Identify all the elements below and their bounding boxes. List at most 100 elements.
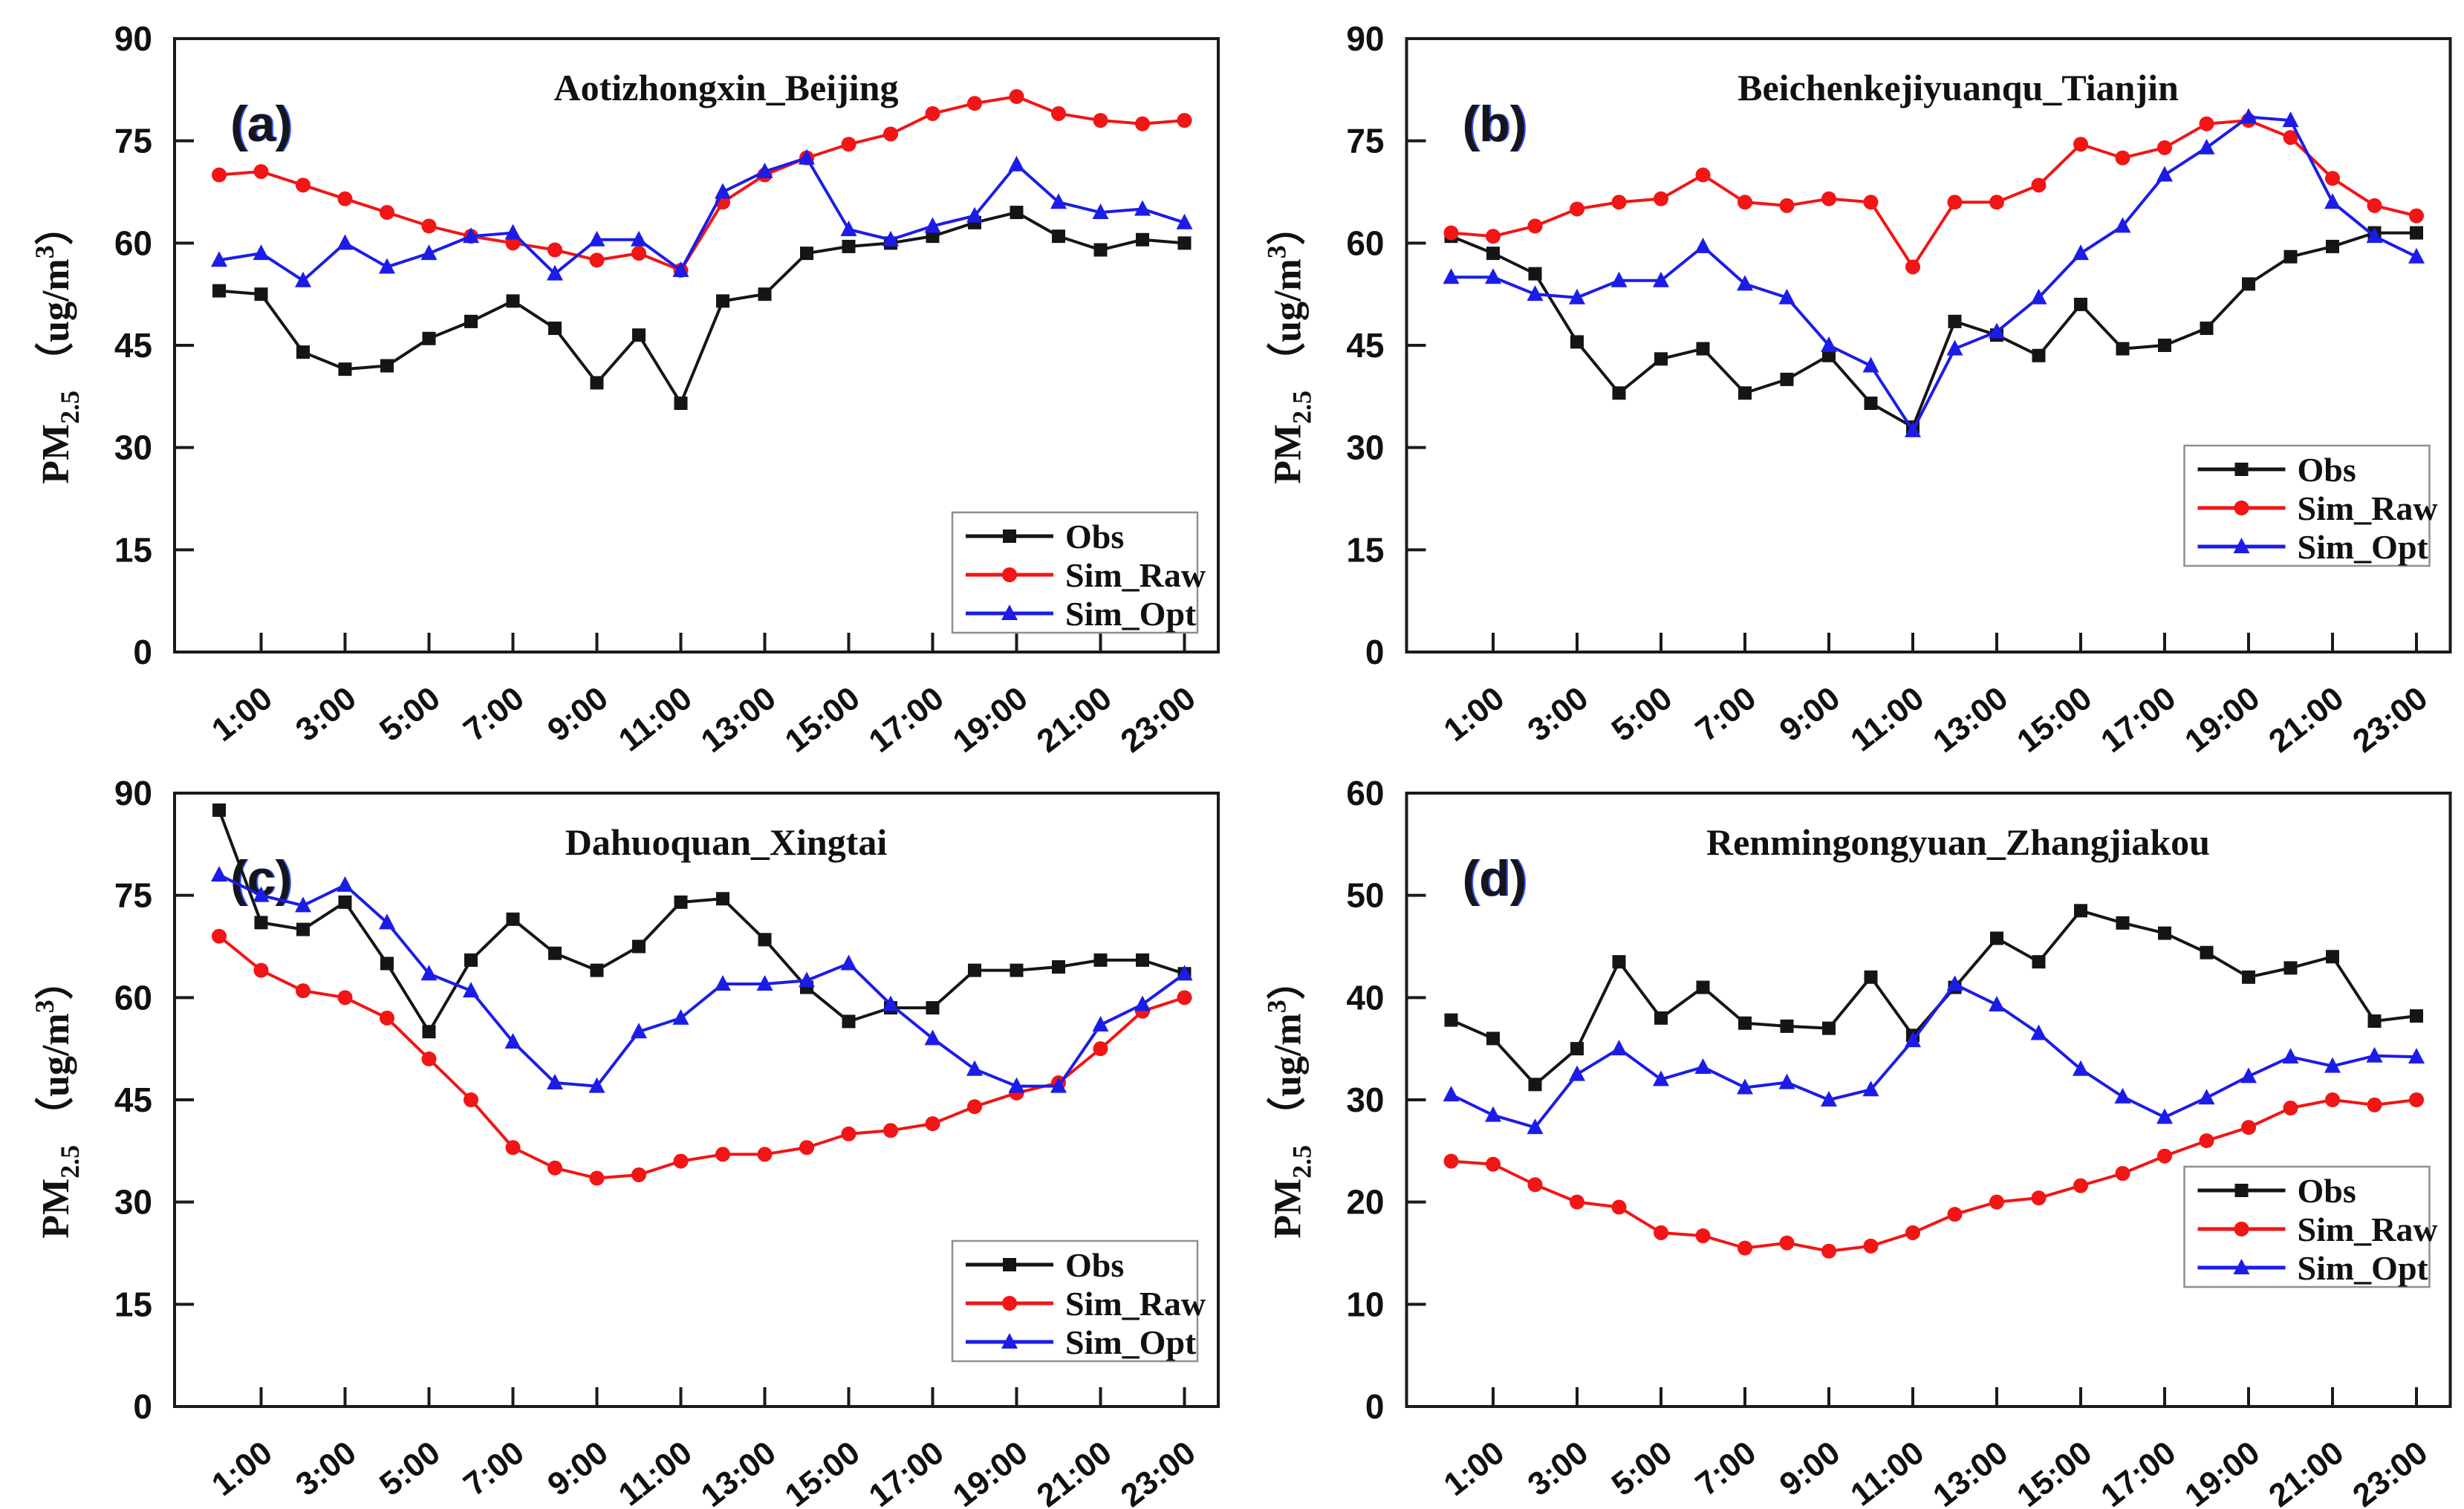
sim_raw-marker (1177, 990, 1192, 1006)
obs-line (218, 809, 1186, 1034)
legend-obs-marker (2234, 463, 2249, 476)
x-tick-label: 17:00 (862, 679, 951, 754)
obs-marker (1864, 970, 1878, 984)
sim_raw-marker (841, 137, 856, 152)
sim_raw-marker (2283, 1101, 2298, 1116)
obs-marker (2200, 945, 2214, 959)
panel-title: Dahuoquan_Xingtai (565, 821, 888, 863)
sim_opt-marker (1946, 975, 1963, 991)
sim_opt-marker (1134, 200, 1151, 216)
obs-marker (632, 328, 646, 342)
sim_opt-marker (379, 913, 395, 930)
panel-letter: (d) (1463, 850, 1527, 907)
sim_raw-marker (1527, 1177, 1543, 1193)
x-tick-label: 15:00 (2010, 679, 2099, 754)
obs-marker (1570, 1042, 1584, 1056)
obs-marker (842, 239, 856, 253)
y-tick-label: 30 (1346, 1081, 1384, 1119)
sim_opt-marker (1176, 213, 1193, 229)
sim_opt-marker (2114, 1087, 2131, 1104)
legend-label: Sim_Raw (1065, 556, 1206, 594)
sim_raw-marker (1527, 218, 1543, 234)
obs-marker (464, 314, 478, 328)
sim_opt-marker (1737, 1078, 1753, 1095)
sim_raw-marker (337, 990, 353, 1006)
y-tick-label: 90 (114, 774, 152, 812)
obs-marker (716, 892, 729, 906)
sim_opt-marker (1485, 268, 1501, 284)
panel-a: 0 15 30 45 60 75 90 1:00 3:00 5:00 7:00 9:00 11:00 13… (0, 0, 1232, 754)
sim_raw-marker (2031, 177, 2047, 193)
sim_raw-marker (2073, 1178, 2088, 1193)
obs-marker (1780, 372, 1794, 386)
obs-marker (1093, 953, 1108, 967)
x-tick-label: 7:00 (1689, 679, 1764, 749)
x-tick-label: 3:00 (289, 679, 363, 749)
chart-c: 0 15 30 45 60 75 90 1:00 3:00 5:00 7:00 9:0011:0013… (30, 774, 1220, 1509)
sim_opt-marker (672, 1008, 689, 1025)
obs-marker (2116, 916, 2130, 930)
sim_raw-marker (1863, 195, 1879, 210)
sim_raw-marker (1009, 89, 1024, 105)
obs-marker (1010, 206, 1024, 220)
obs-marker (1052, 960, 1065, 974)
obs-marker (464, 953, 478, 967)
sim_opt-line (1450, 982, 2417, 1130)
y-tick-label: 0 (133, 633, 152, 671)
sim_opt-marker (1653, 271, 1669, 287)
sim_opt-marker (547, 1074, 563, 1090)
sim_raw-marker (1947, 1207, 1963, 1222)
sim_opt-marker (1569, 288, 1585, 304)
obs-marker (2326, 239, 2339, 253)
obs-marker (1990, 931, 2003, 945)
obs-marker (380, 956, 394, 971)
obs-marker (1136, 953, 1149, 967)
sim_opt-marker (1778, 1073, 1795, 1089)
sim_opt-marker (379, 258, 395, 274)
x-tick-label: 5:00 (373, 1434, 447, 1503)
sim_raw-marker (1611, 195, 1627, 210)
sim_opt-marker (463, 982, 479, 998)
sim_raw-marker (2283, 130, 2298, 146)
x-tick-label: 13:00 (695, 679, 783, 754)
sim_opt-marker (1443, 268, 1460, 284)
sim_opt-marker (756, 974, 773, 991)
sim_opt-marker (1905, 421, 1921, 437)
x-tick-label: 23:00 (1114, 1434, 1203, 1509)
sim_opt-marker (2408, 247, 2425, 264)
sim_opt-marker (2198, 138, 2215, 154)
obs-marker (1570, 335, 1584, 349)
obs-marker (1052, 229, 1065, 244)
x-tick-label: 5:00 (373, 679, 447, 749)
x-tick-label: 9:00 (1773, 679, 1847, 749)
sim_opt-marker (2198, 1089, 2215, 1105)
x-tick-label: 17:00 (2094, 1434, 2182, 1509)
obs-marker (1654, 352, 1668, 366)
plot-frame (1405, 792, 2452, 1408)
sim_opt-marker (2073, 1060, 2089, 1076)
legend-sim_opt-marker (2233, 538, 2250, 553)
y-tick-label: 75 (114, 122, 152, 160)
sim_raw-marker (631, 1167, 646, 1182)
obs-line (1450, 909, 2417, 1086)
sim_raw-marker (2325, 171, 2340, 186)
sim_raw-marker (1570, 201, 1584, 217)
y-tick-label: 0 (1365, 633, 1385, 671)
obs-marker (2326, 950, 2339, 964)
sim_opt-marker (1092, 1016, 1109, 1032)
x-tick-label: 23:00 (2346, 679, 2434, 754)
y-tick-label: 75 (1346, 122, 1384, 160)
sim_opt-marker (1569, 1065, 1585, 1081)
x-tick-label: 1:00 (1437, 1434, 1512, 1503)
sim_raw-marker (421, 218, 437, 234)
sim_opt-marker (2282, 111, 2299, 128)
obs-marker (674, 895, 688, 909)
x-tick-label: 3:00 (1521, 1434, 1596, 1503)
sim_opt-marker (1443, 1086, 1460, 1102)
sim_raw-marker (1989, 195, 2004, 210)
legend-obs-marker (1003, 529, 1016, 543)
obs-marker (2242, 277, 2255, 291)
sim_raw-marker (967, 1099, 982, 1115)
x-tick-label: 5:00 (1605, 1434, 1680, 1503)
